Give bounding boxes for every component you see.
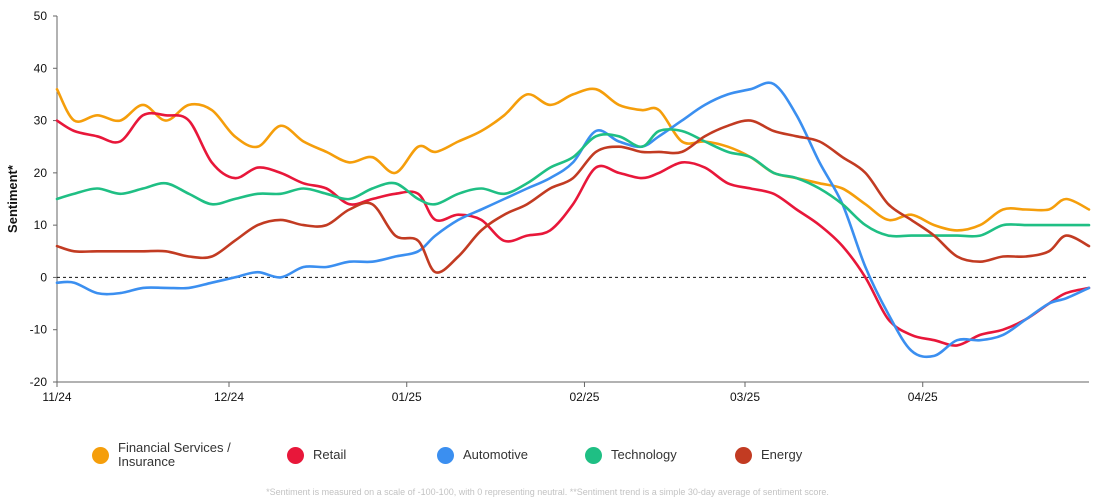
legend-label: Retail (313, 447, 347, 462)
y-tick-label: 10 (34, 218, 48, 232)
x-tick-label: 11/24 (42, 390, 71, 404)
x-tick-label: 02/25 (569, 390, 599, 404)
y-tick-label: 20 (34, 166, 48, 180)
x-tick-label: 12/24 (214, 390, 244, 404)
y-tick-label: -10 (30, 323, 48, 337)
series-line-financial-services-insurance (55, 87, 1091, 232)
series-line-automotive (55, 81, 1091, 359)
y-tick-label: 30 (34, 114, 48, 128)
legend-item-automotive[interactable]: Automotive (437, 446, 585, 464)
y-tick-label: 40 (34, 61, 48, 75)
legend-dot-icon (287, 446, 304, 464)
legend-label: Financial Services / Insurance (118, 440, 231, 469)
legend-item-energy[interactable]: Energy (735, 446, 825, 464)
chart-legend: Financial Services / Insurance Retail Au… (92, 440, 825, 470)
legend-label: Automotive (463, 447, 529, 462)
series-lines (55, 81, 1091, 359)
legend-dot-icon (735, 446, 752, 464)
chart-axes: -20 -10 0 10 20 30 40 50 11/24 12/24 01/25 02/25 03/… (30, 9, 1089, 404)
x-tick-label: 03/25 (730, 390, 760, 404)
legend-label: Technology (611, 447, 677, 462)
legend-item-retail[interactable]: Retail (287, 446, 437, 464)
y-tick-label: 50 (34, 9, 48, 23)
legend-item-financial-services[interactable]: Financial Services / Insurance (92, 441, 287, 469)
legend-dot-icon (437, 446, 454, 464)
legend-dot-icon (92, 446, 109, 464)
x-tick-label: 04/25 (908, 390, 938, 404)
series-line-retail (55, 111, 1091, 347)
legend-item-technology[interactable]: Technology (585, 446, 735, 464)
y-tick-label: 0 (40, 270, 47, 284)
footnote: *Sentiment is measured on a scale of -10… (266, 487, 829, 497)
series-line-energy (55, 119, 1091, 274)
series-line-technology (55, 128, 1091, 238)
y-tick-label: -20 (30, 375, 48, 389)
x-tick-label: 01/25 (392, 390, 422, 404)
legend-dot-icon (585, 446, 602, 464)
y-axis-label: Sentiment* (5, 164, 20, 233)
legend-label: Energy (761, 447, 803, 462)
